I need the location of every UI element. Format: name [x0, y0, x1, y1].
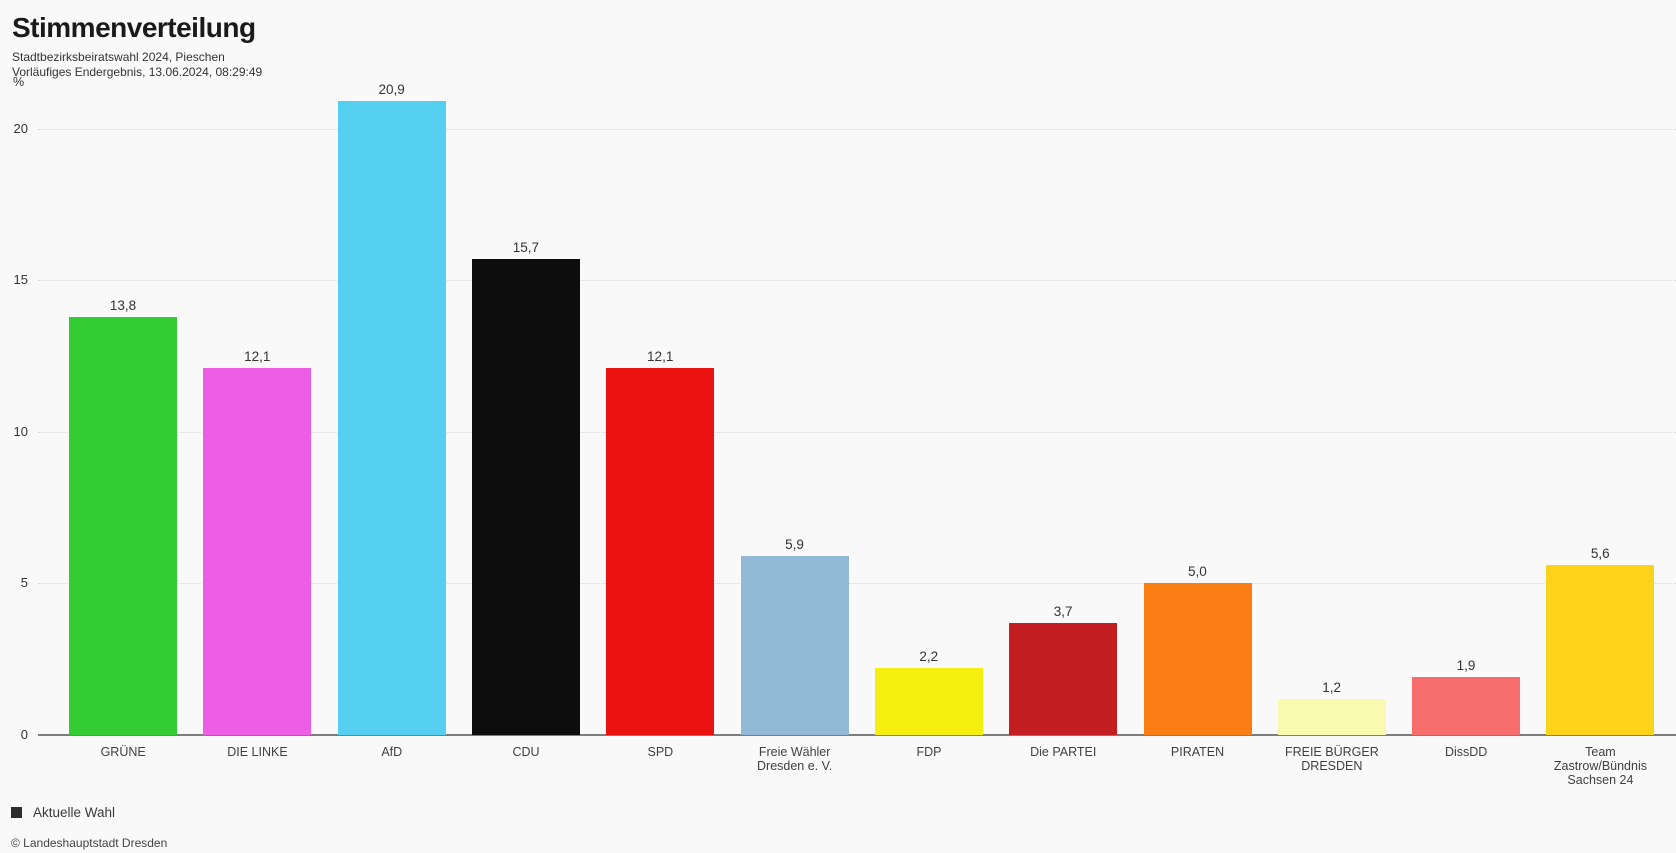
bar-value-label: 2,2: [919, 649, 939, 665]
category-label: DIE LINKE: [227, 745, 288, 759]
bar-SPD: [606, 368, 715, 735]
bar-CDU: [472, 258, 581, 735]
chart-header: Stimmenverteilung Stadtbezirksbeiratswah…: [12, 12, 262, 79]
gridline-15: [38, 280, 1676, 282]
x-axis-line: [38, 734, 1676, 736]
category-label: FREIE BÜRGER DRESDEN: [1284, 745, 1379, 773]
y-tick-label-5: 5: [20, 575, 28, 591]
bar-value-label: 12,1: [244, 349, 271, 365]
y-tick-label-15: 15: [13, 272, 28, 288]
bar-DIE LINKE: [203, 368, 312, 735]
bar-value-label: 20,9: [378, 82, 405, 98]
category-label: FDP: [916, 745, 942, 759]
bar-value-label: 1,9: [1456, 658, 1476, 674]
bar-value-label: 5,6: [1590, 546, 1610, 562]
bar-PIRATEN: [1143, 583, 1252, 735]
gridline-10: [38, 431, 1676, 433]
chart-subtitle-line1: Stadtbezirksbeiratswahl 2024, Pieschen: [12, 50, 225, 64]
y-axis-unit-label: %: [13, 75, 25, 89]
category-label: SPD: [647, 745, 674, 759]
bar-Die PARTEI: [1009, 622, 1118, 735]
chart-subtitle-line2: Vorläufiges Endergebnis, 13.06.2024, 08:…: [12, 65, 263, 79]
bar-value-label: 15,7: [512, 239, 540, 255]
bar-DissDD: [1412, 677, 1521, 735]
copyright-text: © Landeshauptstadt Dresden: [11, 836, 168, 850]
legend-swatch: [11, 807, 22, 818]
bar-AfD: [337, 101, 446, 735]
category-label: DissDD: [1444, 745, 1488, 759]
bar-value-label: 5,9: [785, 537, 804, 553]
category-label: AfD: [381, 745, 403, 759]
category-label: Die PARTEI: [1030, 745, 1097, 759]
bar-FDP: [874, 668, 983, 735]
bar-FREIE BÜRGER DRESDEN: [1277, 698, 1386, 735]
bar-value-label: 1,2: [1322, 679, 1342, 695]
bar-value-label: 13,8: [109, 297, 137, 313]
category-label: PIRATEN: [1170, 745, 1225, 759]
legend-label: Aktuelle Wahl: [33, 805, 116, 820]
gridline-5: [38, 583, 1676, 585]
bar-Team Zastrow/Bündnis Sachsen 24: [1546, 565, 1655, 735]
bar-value-label: 12,1: [647, 349, 674, 365]
gridline-20: [38, 128, 1676, 130]
category-label: GRÜNE: [100, 745, 146, 759]
y-tick-label-20: 20: [13, 120, 28, 136]
legend-item-aktuelle-wahl[interactable]: Aktuelle Wahl: [11, 805, 115, 820]
bar-value-label: 3,7: [1053, 603, 1073, 619]
category-label: Freie Wähler Dresden e. V.: [757, 745, 833, 773]
chart-title: Stimmenverteilung: [12, 12, 256, 43]
bar-Freie Wähler Dresden e. V.: [740, 556, 849, 735]
y-tick-label-10: 10: [13, 423, 28, 439]
category-label: Team Zastrow/Bündnis Sachsen 24: [1553, 745, 1647, 787]
bar-value-label: 5,0: [1188, 564, 1207, 580]
y-tick-label-0: 0: [20, 727, 28, 742]
category-label: CDU: [512, 745, 540, 759]
bar-GRÜNE: [69, 316, 178, 735]
